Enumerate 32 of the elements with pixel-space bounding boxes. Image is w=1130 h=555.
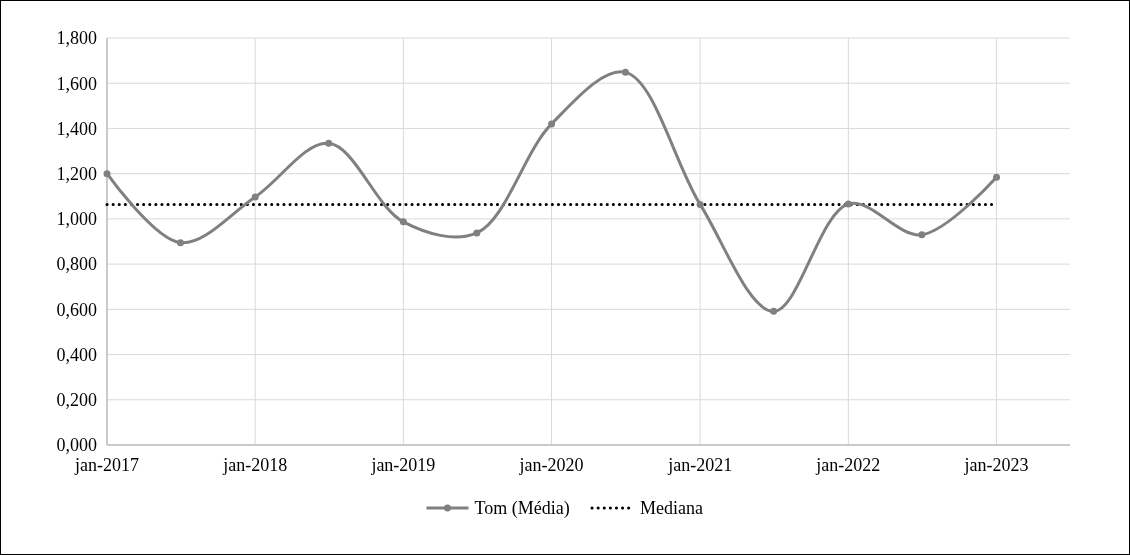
y-tick-label: 1,400 (56, 118, 97, 139)
point (918, 231, 926, 239)
y-tick-label: 0,600 (56, 299, 97, 320)
x-tick-label: jan-2020 (518, 455, 584, 475)
x-tick-label: jan-2019 (370, 455, 436, 475)
x-tick-label: jan-2018 (222, 455, 288, 475)
point (473, 229, 481, 237)
point (770, 307, 778, 315)
point (548, 120, 556, 128)
point (176, 239, 184, 247)
point (696, 200, 704, 208)
point (993, 173, 1001, 181)
point (251, 193, 259, 201)
y-tick-label: 1,800 (56, 28, 97, 49)
x-tick-label: jan-2023 (963, 455, 1029, 475)
y-tick-label: 1,000 (56, 209, 97, 230)
point (103, 170, 111, 178)
y-tick-label: 0,800 (56, 254, 97, 275)
point (844, 200, 852, 208)
y-tick-label: 0,400 (56, 344, 97, 365)
y-tick-label: 0,200 (56, 390, 97, 411)
y-tick-label: 1,600 (56, 73, 97, 94)
x-tick-label: jan-2021 (667, 455, 733, 475)
x-tick-label: jan-2017 (74, 455, 139, 475)
legend-label: Tom (Média) (474, 498, 570, 520)
point (399, 218, 407, 226)
y-tick-label: 0,000 (56, 435, 97, 456)
y-tick-label: 1,200 (56, 163, 97, 184)
x-tick-label: jan-2022 (815, 455, 881, 475)
point (325, 139, 333, 147)
point (621, 68, 629, 76)
legend-label: Mediana (640, 498, 703, 519)
